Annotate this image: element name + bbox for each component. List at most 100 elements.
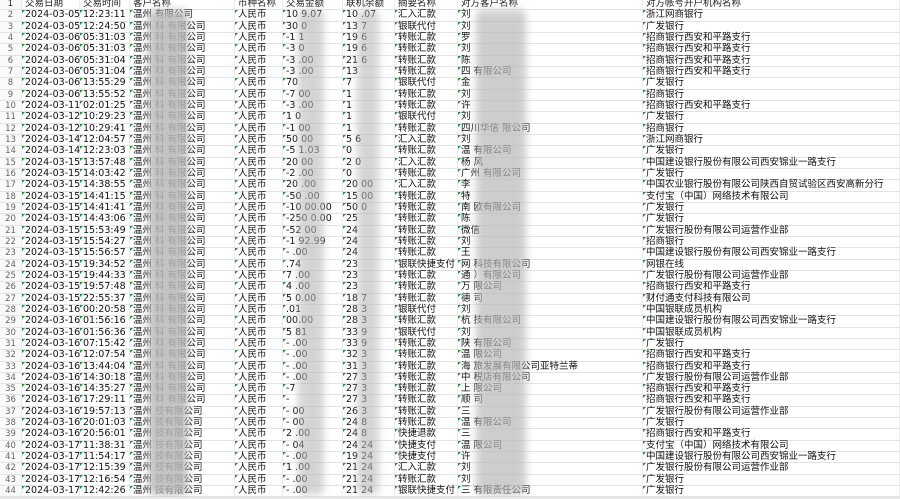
cell-counterparty-bank[interactable]: 广发银行 — [643, 21, 900, 32]
cell-currency[interactable]: 人民币 — [235, 145, 283, 157]
cell-time[interactable]: 14:41:41 — [80, 202, 130, 214]
cell-balance[interactable]: 0 — [343, 168, 395, 180]
cell-summary[interactable]: 转账汇款 — [395, 123, 458, 134]
cell-summary[interactable]: 银联快捷支付 — [395, 485, 458, 497]
row-number[interactable]: 5 — [0, 44, 22, 55]
cell-currency[interactable]: 人民币 — [235, 417, 283, 429]
cell-date[interactable]: 2024-03-15 — [22, 213, 80, 225]
cell-time[interactable]: 10:29:41 — [80, 123, 130, 134]
cell-counterparty-name[interactable]: 刘 — [458, 9, 643, 21]
cell-currency[interactable]: 人民币 — [235, 383, 283, 395]
cell-counterparty-bank[interactable]: 招商银行西安和平路支行 — [643, 281, 900, 293]
cell-counterparty-bank[interactable]: 招商银行西安和平路支行 — [643, 429, 900, 440]
cell-date[interactable]: 2024-03-12 — [22, 123, 80, 134]
cell-date[interactable]: 2024-03-17 — [22, 451, 80, 463]
cell-date[interactable]: 2024-03-17 — [22, 474, 80, 486]
cell-balance[interactable]: 27 3 — [343, 383, 395, 395]
cell-currency[interactable]: 人民币 — [235, 236, 283, 248]
cell-summary[interactable]: 银联代付 — [395, 21, 458, 32]
cell-amount[interactable]: -3 0 — [283, 43, 343, 55]
cell-currency[interactable]: 人民币 — [235, 100, 283, 112]
cell-amount[interactable]: - 04 — [283, 440, 343, 452]
cell-counterparty-name[interactable]: 顺 司 — [458, 395, 643, 406]
row-number[interactable]: 6 — [0, 55, 22, 66]
row-number[interactable]: 30 — [0, 327, 22, 338]
cell-counterparty-bank[interactable]: 广发银行 — [643, 213, 900, 225]
cell-date[interactable]: 2024-03-12 — [22, 111, 80, 123]
cell-balance[interactable]: 24 8 — [343, 429, 395, 440]
cell-summary[interactable]: 转账汇款 — [395, 281, 458, 293]
cell-time[interactable]: 11:38:31 — [80, 440, 130, 452]
header-summary[interactable]: 摘要名称 — [395, 0, 458, 10]
cell-time[interactable]: 15:54:27 — [80, 236, 130, 248]
cell-currency[interactable]: 人民币 — [235, 349, 283, 361]
cell-counterparty-bank[interactable]: 中国农业银行股份有限公司陕西自贸试验区西安高新分行 — [643, 179, 900, 191]
row-number[interactable]: 38 — [0, 418, 22, 429]
row-number[interactable]: 32 — [0, 350, 22, 361]
cell-time[interactable]: 15:56:57 — [80, 247, 130, 259]
cell-summary[interactable]: 转账汇款 — [395, 225, 458, 236]
cell-counterparty-bank[interactable]: 广发银行股份有限公司运营作业部 — [643, 372, 900, 384]
cell-date[interactable]: 2024-03-05 — [22, 9, 80, 21]
row-number[interactable]: 19 — [0, 202, 22, 214]
cell-date[interactable]: 2024-03-11 — [22, 100, 80, 112]
row-number[interactable]: 2 — [0, 10, 22, 21]
cell-summary[interactable]: 转账汇款 — [395, 349, 458, 361]
cell-amount[interactable]: - — [283, 395, 343, 406]
cell-counterparty-name[interactable]: 金 — [458, 77, 643, 89]
cell-time[interactable]: 11:54:17 — [80, 451, 130, 463]
cell-time[interactable]: 15:53:49 — [80, 225, 130, 236]
cell-summary[interactable]: 转账汇款 — [395, 361, 458, 372]
cell-time[interactable]: 14:43:06 — [80, 213, 130, 225]
cell-date[interactable]: 2024-03-16 — [22, 304, 80, 316]
cell-balance[interactable]: 0 — [343, 145, 395, 157]
cell-counterparty-name[interactable]: 王 — [458, 247, 643, 259]
cell-counterparty-bank[interactable]: 招商银行 — [643, 236, 900, 248]
cell-date[interactable]: 2024-03-16 — [22, 406, 80, 418]
cell-date[interactable]: 2024-03-15 — [22, 191, 80, 202]
cell-counterparty-bank[interactable]: 招商银行西安和平路支行 — [643, 43, 900, 55]
row-number[interactable]: 4 — [0, 32, 22, 44]
cell-summary[interactable]: 银联代付 — [395, 327, 458, 338]
cell-time[interactable]: 12:23:11 — [80, 9, 130, 21]
row-number[interactable]: 16 — [0, 168, 22, 180]
cell-counterparty-name[interactable]: 刘 — [458, 43, 643, 55]
cell-date[interactable]: 2024-03-15 — [22, 168, 80, 180]
cell-counterparty-name[interactable]: 三 — [458, 429, 643, 440]
cell-summary[interactable]: 转账汇款 — [395, 417, 458, 429]
cell-balance[interactable]: 24 — [343, 247, 395, 259]
cell-counterparty-bank[interactable]: 中国建设银行股份有限公司西安锦业一路支行 — [643, 315, 900, 327]
cell-time[interactable]: 13:55:52 — [80, 89, 130, 100]
row-number[interactable]: 27 — [0, 293, 22, 304]
cell-summary[interactable]: 汇入汇款 — [395, 9, 458, 21]
cell-balance[interactable]: 23 — [343, 259, 395, 270]
cell-counterparty-bank[interactable]: 广发银行 — [643, 168, 900, 180]
cell-counterparty-bank[interactable]: 支付宝（中国）网络技术有限公司 — [643, 191, 900, 202]
cell-counterparty-name[interactable]: 德 司 — [458, 293, 643, 304]
cell-time[interactable]: 01:56:16 — [80, 315, 130, 327]
row-number[interactable]: 28 — [0, 304, 22, 316]
cell-amount[interactable]: 30 0 — [283, 21, 343, 32]
cell-summary[interactable]: 转账汇款 — [395, 191, 458, 202]
cell-summary[interactable]: 银联代付 — [395, 77, 458, 89]
cell-balance[interactable]: 25 — [343, 213, 395, 225]
cell-summary[interactable]: 转账汇款 — [395, 145, 458, 157]
row-number[interactable]: 1 — [0, 0, 22, 10]
cell-currency[interactable]: 人民币 — [235, 315, 283, 327]
cell-currency[interactable]: 人民币 — [235, 9, 283, 21]
cell-counterparty-bank[interactable]: 广发银行 — [643, 145, 900, 157]
cell-balance[interactable]: 33 9 — [343, 327, 395, 338]
cell-balance[interactable]: 13 7 — [343, 21, 395, 32]
row-number[interactable]: 24 — [0, 259, 22, 270]
cell-summary[interactable]: 汇入汇款 — [395, 157, 458, 168]
cell-summary[interactable]: 银联快捷支付 — [395, 259, 458, 270]
cell-counterparty-bank[interactable]: 广发银行 — [643, 202, 900, 214]
cell-counterparty-name[interactable]: 刘 — [458, 21, 643, 32]
cell-date[interactable]: 2024-03-16 — [22, 383, 80, 395]
row-number[interactable]: 33 — [0, 361, 22, 372]
cell-time[interactable]: 10:29:23 — [80, 111, 130, 123]
row-number[interactable]: 17 — [0, 180, 22, 191]
cell-summary[interactable]: 转账汇款 — [395, 383, 458, 395]
header-time[interactable]: 交易时间 — [80, 0, 130, 10]
cell-currency[interactable]: 人民币 — [235, 361, 283, 372]
